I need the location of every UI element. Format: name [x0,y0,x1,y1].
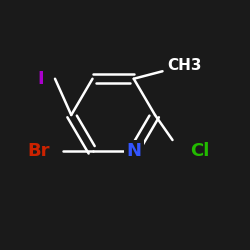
Text: N: N [126,142,141,160]
Text: CH3: CH3 [168,58,202,72]
Text: Cl: Cl [190,142,210,160]
Text: Br: Br [28,142,50,160]
Text: I: I [37,70,44,88]
